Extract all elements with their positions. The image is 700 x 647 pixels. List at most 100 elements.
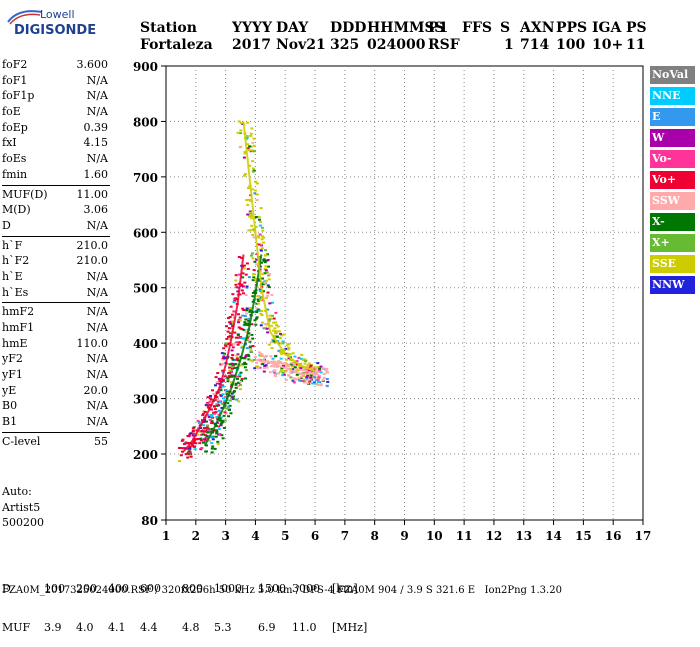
echo-dot (270, 347, 274, 350)
param-row: D N/A (2, 219, 108, 235)
echo-dot (228, 321, 232, 324)
echo-dot (191, 434, 195, 437)
echo-dot (251, 292, 255, 295)
echo-dot (206, 427, 210, 430)
echo-dot (242, 174, 246, 177)
echo-dot (277, 372, 281, 375)
echo-dot (214, 435, 218, 438)
echo-dot (231, 358, 235, 361)
echo-dot (268, 273, 272, 276)
echo-dot (255, 361, 259, 364)
echo-dot (230, 374, 234, 377)
distance-value: 600 (140, 582, 161, 595)
echo-dot (186, 434, 190, 437)
param-value: 3.06 (83, 203, 109, 217)
echo-dot (199, 448, 203, 451)
header-value: 714 (520, 37, 550, 53)
echo-dot (229, 369, 233, 372)
echo-dot (274, 311, 278, 314)
echo-dot (266, 294, 270, 297)
param-separator (2, 184, 110, 186)
echo-dot (267, 278, 271, 281)
echo-dot (247, 358, 251, 361)
echo-dot (222, 355, 226, 358)
echo-dot (253, 260, 257, 263)
x-tick-label: 7 (341, 529, 349, 543)
echo-dot (215, 432, 219, 435)
echo-dot (211, 438, 215, 441)
header-value: 024000 (367, 37, 426, 53)
param-row: fmin 1.60 (2, 168, 108, 184)
echo-dot (259, 261, 263, 264)
echo-dot (295, 373, 299, 376)
echo-dot (299, 379, 303, 382)
muf-value: 5.3 (214, 621, 232, 634)
echo-dot (316, 366, 320, 369)
echo-dot (268, 302, 272, 305)
echo-dot (257, 302, 261, 305)
param-row: B0 N/A (2, 399, 108, 415)
echo-dot (246, 213, 250, 216)
echo-dot (258, 290, 262, 293)
echo-dot (198, 442, 202, 445)
echo-dot (229, 322, 233, 325)
echo-dot (222, 414, 226, 417)
echo-dot (217, 425, 221, 428)
echo-dot (241, 314, 245, 317)
header-value: RSF (428, 37, 460, 53)
echo-dot (250, 333, 254, 336)
auto-version: 500200 (2, 516, 44, 529)
echo-dot (244, 363, 248, 366)
echo-dot (246, 147, 250, 150)
echo-dot (206, 396, 210, 399)
echo-dot (248, 198, 252, 201)
echo-dot (303, 362, 307, 365)
echo-dot (228, 369, 232, 372)
echo-dot (268, 319, 272, 322)
echo-dot (247, 308, 251, 311)
echo-dot (214, 399, 218, 402)
echo-dot (219, 389, 223, 392)
echo-dot (299, 369, 303, 372)
echo-dot (231, 346, 235, 349)
param-key: foEp (2, 120, 28, 134)
echo-dot (257, 243, 261, 246)
echo-dot (277, 330, 281, 333)
echo-dot (251, 141, 255, 144)
echo-dot (318, 369, 322, 372)
echo-dot (238, 373, 242, 376)
echo-dot (248, 309, 252, 312)
echo-dot (281, 371, 285, 374)
echo-dot (241, 122, 245, 125)
echo-dot (259, 312, 263, 315)
echo-dot (273, 332, 277, 335)
header-label: HHMMSS (367, 20, 445, 36)
echo-dot (274, 375, 278, 378)
echo-dot (185, 447, 189, 450)
echo-dot (254, 279, 258, 282)
param-row: hmF1 N/A (2, 321, 108, 337)
param-separator (2, 302, 110, 304)
echo-dot (240, 284, 244, 287)
echo-dot (259, 249, 263, 252)
echo-dot (226, 376, 230, 379)
echo-dot (234, 386, 238, 389)
legend-item: SSW (650, 192, 695, 210)
echo-dot (224, 342, 228, 345)
echo-dot (218, 401, 222, 404)
echo-dot (247, 229, 251, 232)
echo-dot (205, 402, 209, 405)
echo-dot (221, 419, 225, 422)
echo-dot (245, 354, 249, 357)
echo-dot (213, 412, 217, 415)
param-value: 20.0 (83, 383, 109, 397)
param-value: 11.00 (76, 187, 109, 201)
echo-dot (227, 415, 231, 418)
echo-dot (249, 213, 253, 216)
echo-dot (255, 263, 259, 266)
echo-dot (289, 376, 293, 379)
param-key: hmE (2, 336, 28, 350)
echo-dot (206, 406, 210, 409)
echo-dot (220, 402, 224, 405)
echo-dot (249, 350, 253, 353)
